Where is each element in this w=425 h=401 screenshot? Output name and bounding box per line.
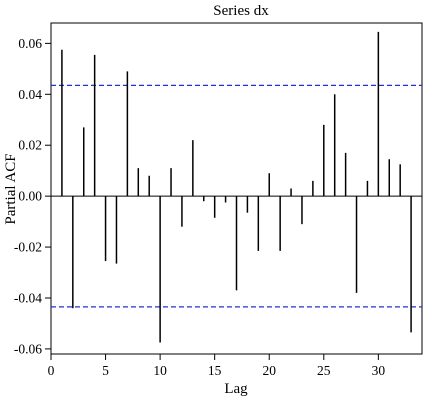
y-axis-label: Partial ACF [3,153,19,224]
x-tick-label-0: 0 [48,363,55,378]
y-tick-label-5: -0.04 [14,290,42,305]
y-tick-label-0: 0.06 [18,36,42,51]
y-tick-label-2: 0.02 [18,138,42,153]
plot-frame [50,22,423,355]
x-tick-label-25: 25 [317,363,331,378]
chart-title: Series dx [213,3,269,19]
pacf-stems [61,31,412,343]
y-tick-label-1: 0.04 [18,87,42,102]
y-tick-label-4: -0.02 [14,240,42,255]
y-axis: 0.06 0.04 0.02 0.00 -0.02 -0.04 -0.06 [14,36,51,356]
y-tick-label-6: -0.06 [14,341,42,356]
x-tick-label-5: 5 [102,363,109,378]
x-tick-label-20: 20 [262,363,276,378]
x-tick-label-15: 15 [208,363,222,378]
x-tick-label-30: 30 [372,363,386,378]
x-axis-label: Lag [224,381,248,397]
x-tick-label-10: 10 [153,363,167,378]
x-axis: 0 5 10 15 20 25 30 [48,354,386,378]
y-tick-label-3: 0.00 [18,189,42,204]
